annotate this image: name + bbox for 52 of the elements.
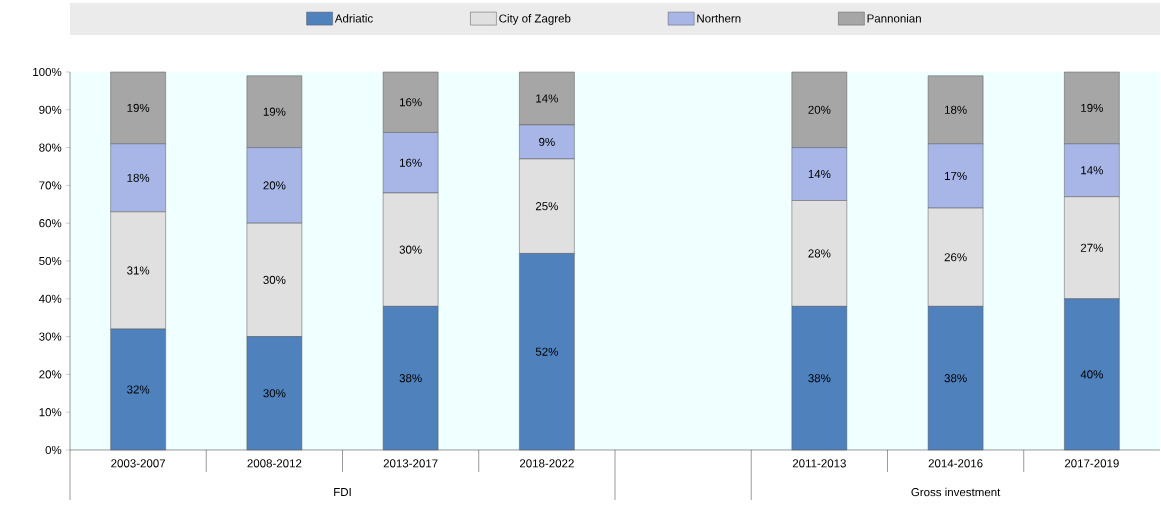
text: Gross investment [911,487,1001,497]
data-label: 18% [127,173,150,182]
y-tick-label: 60% [39,219,62,228]
data-label: 40% [1080,370,1103,379]
data-label: 9% [539,137,555,146]
data-label: 28% [808,249,831,258]
y-tick-label: 50% [39,256,62,266]
x-tick-label: 2003-2007 [111,459,166,468]
legend-label: Pannonian [867,14,921,23]
x-tick-label: 2011-2013 [792,459,846,468]
data-label: 17% [944,171,967,180]
legend-label: Adriatic [334,14,373,23]
data-label: 32% [127,385,150,394]
data-label: 19% [127,103,150,112]
y-tick-label: 90% [39,105,62,114]
data-label: 38% [808,374,831,383]
data-label: 16% [399,98,422,107]
data-label: 19% [263,107,286,116]
text: FDI [334,488,351,496]
legend-label: City of Zagreb [499,14,571,25]
y-tick-label: 0% [45,445,62,455]
x-tick-label: 2014-2016 [928,459,983,468]
x-tick-label: 2008-2012 [247,459,302,468]
data-label: 14% [1081,166,1103,175]
x-tick-label: 2018-2022 [519,459,574,468]
x-tick-label: 2013-2017 [383,459,438,468]
data-label: 38% [944,374,967,383]
data-label: 30% [263,275,286,284]
data-label: 18% [944,105,967,114]
data-label: 26% [944,253,967,262]
data-label: 20% [808,105,831,114]
y-tick-label: 40% [38,294,62,303]
data-label: 20% [263,181,286,190]
y-tick-label: 70% [39,181,62,190]
y-tick-label: 80% [39,143,62,152]
data-label: 14% [536,94,558,103]
data-label: 19% [1081,103,1103,112]
data-label: 30% [399,245,422,254]
y-tick-label: 100% [33,67,62,77]
data-label: 16% [399,158,422,167]
data-label: 38% [399,374,422,383]
y-tick-label: 20% [39,370,62,379]
data-label: 27% [1080,243,1103,252]
data-label: 25% [535,202,558,211]
data-label: 14% [808,170,831,179]
data-label: 30% [263,389,286,398]
y-tick-label: 10% [39,408,62,417]
legend-label: Northern [697,14,741,23]
x-tick-label: 2017-2019 [1064,459,1119,468]
data-label: 52% [535,347,558,356]
y-tick-label: 30% [39,332,62,341]
data-label: 31% [127,266,150,275]
